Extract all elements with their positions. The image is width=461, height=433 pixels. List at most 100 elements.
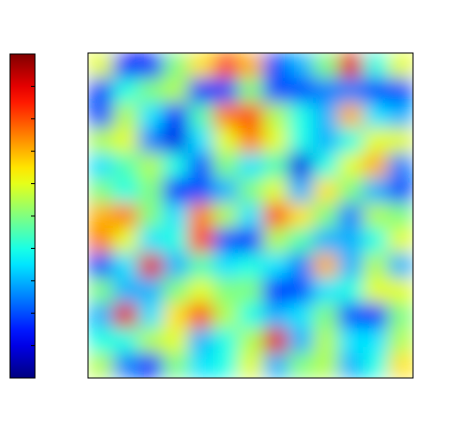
heatmap-cell — [313, 128, 339, 154]
heatmap-cell — [188, 178, 214, 204]
heatmap-cell — [88, 128, 114, 154]
heatmap — [88, 53, 413, 378]
heatmap-cell — [363, 228, 389, 254]
heatmap-cell — [338, 253, 364, 279]
heatmap-cell — [188, 153, 214, 179]
heatmap-cell — [88, 178, 114, 204]
heatmap-cell — [188, 278, 214, 304]
heatmap-cell — [113, 128, 139, 154]
heatmap-cell — [213, 153, 239, 179]
heatmap-cell — [263, 328, 289, 354]
heatmap-cell — [313, 228, 339, 254]
heatmap-cell — [363, 203, 389, 229]
heatmap-cell — [288, 203, 314, 229]
heatmap-cell — [313, 203, 339, 229]
heatmap-cell — [288, 53, 314, 79]
heatmap-cell — [263, 153, 289, 179]
heatmap-cell — [213, 278, 239, 304]
heatmap-cell — [388, 228, 413, 254]
heatmap-cell — [213, 253, 239, 279]
heatmap-cell — [113, 328, 139, 354]
heatmap-cell — [263, 78, 289, 104]
heatmap-cell — [138, 153, 164, 179]
heatmap-cell — [163, 203, 189, 229]
heatmap-cell — [138, 78, 164, 104]
heatmap-cell — [88, 203, 114, 229]
heatmap-cell — [238, 253, 264, 279]
heatmap-cell — [388, 303, 413, 329]
heatmap-cell — [263, 103, 289, 129]
heatmap-cell — [138, 228, 164, 254]
heatmap-cell — [138, 303, 164, 329]
heatmap-cell — [388, 53, 413, 79]
heatmap-cell — [113, 253, 139, 279]
heatmap-cell — [238, 303, 264, 329]
heatmap-cell — [313, 153, 339, 179]
colorbar-gradient — [9, 53, 36, 379]
heatmap-cell — [338, 353, 364, 378]
heatmap-cell — [188, 328, 214, 354]
heatmap-cell — [88, 253, 114, 279]
heatmap-cell — [163, 103, 189, 129]
heatmap-cell — [163, 228, 189, 254]
heatmap-cell — [338, 128, 364, 154]
heatmap-cell — [338, 303, 364, 329]
heatmap-cell — [388, 178, 413, 204]
heatmap-cell — [313, 303, 339, 329]
heatmap-cell — [238, 228, 264, 254]
heatmap-cell — [213, 128, 239, 154]
heatmap-cell — [113, 203, 139, 229]
heatmap-cell — [213, 78, 239, 104]
heatmap-cell — [388, 353, 413, 378]
heatmap-cell — [288, 228, 314, 254]
heatmap-cell — [388, 203, 413, 229]
heatmap-cell — [138, 203, 164, 229]
heatmap-cell — [363, 303, 389, 329]
heatmap-cell — [263, 253, 289, 279]
heatmap-cell — [88, 153, 114, 179]
heatmap-cell — [363, 153, 389, 179]
heatmap-cell — [363, 178, 389, 204]
heatmap-cell — [338, 78, 364, 104]
heatmap-cell — [388, 78, 413, 104]
heatmap-cell — [338, 178, 364, 204]
heatmap-cell — [138, 178, 164, 204]
heatmap-cell — [163, 128, 189, 154]
heatmap-cell — [88, 103, 114, 129]
heatmap-cell — [313, 178, 339, 204]
heatmap-cell — [213, 103, 239, 129]
heatmap-cell — [338, 203, 364, 229]
heatmap-cell — [188, 203, 214, 229]
heatmap-cell — [338, 278, 364, 304]
heatmap-cell — [163, 278, 189, 304]
heatmap-cell — [113, 103, 139, 129]
heatmap-cell — [313, 353, 339, 378]
heatmap-cell — [288, 78, 314, 104]
heatmap-cell — [138, 253, 164, 279]
heatmap-cell — [138, 353, 164, 378]
heatmap-cell — [213, 228, 239, 254]
heatmap-cell — [88, 53, 114, 79]
heatmap-cell — [163, 53, 189, 79]
heatmap-cell — [313, 278, 339, 304]
heatmap-cell — [288, 253, 314, 279]
heatmap-cell — [88, 328, 114, 354]
heatmap-cell — [263, 303, 289, 329]
heatmap-cell — [213, 353, 239, 378]
heatmap-cell — [213, 303, 239, 329]
plot-area — [88, 53, 413, 378]
heatmap-cell — [163, 353, 189, 378]
heatmap-cell — [388, 278, 413, 304]
heatmap-cell — [363, 328, 389, 354]
heatmap-cell — [263, 353, 289, 378]
heatmap-cell — [288, 328, 314, 354]
heatmap-cell — [88, 303, 114, 329]
heatmap-cell — [313, 103, 339, 129]
heatmap-cell — [188, 103, 214, 129]
heatmap-cell — [338, 228, 364, 254]
heatmap-cell — [238, 203, 264, 229]
heatmap-cell — [263, 278, 289, 304]
heatmap-cell — [113, 228, 139, 254]
heatmap-cell — [313, 53, 339, 79]
